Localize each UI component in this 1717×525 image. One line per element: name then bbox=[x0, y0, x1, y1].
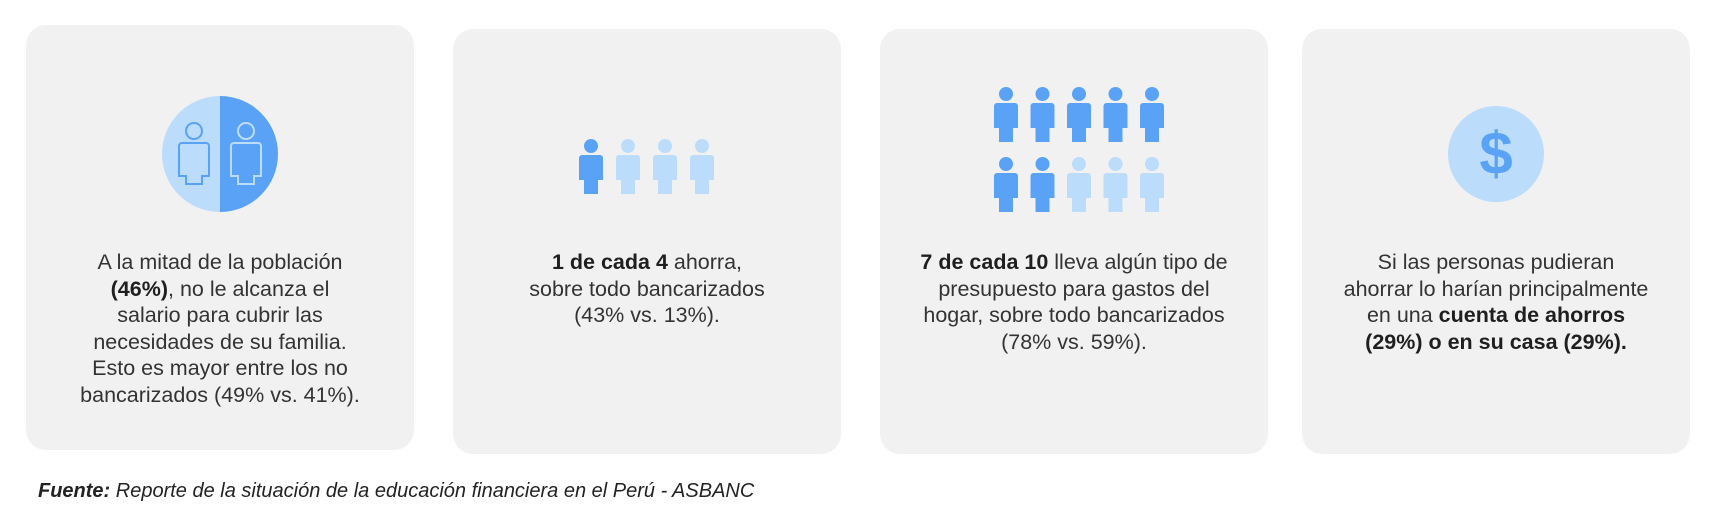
card-text-line: ahorrar lo harían principalmente bbox=[1302, 276, 1690, 303]
person-icon bbox=[616, 139, 640, 194]
card-text-segment: ahorrar lo harían principalmente bbox=[1343, 276, 1649, 301]
dollar-coin-icon-wrap: $ bbox=[1302, 105, 1690, 203]
person-icon bbox=[1103, 157, 1128, 212]
half-population-icon-wrap bbox=[26, 95, 414, 213]
person-icon bbox=[690, 139, 714, 194]
card-3-text: 7 de cada 10 lleva algún tipo de presupue… bbox=[880, 249, 1268, 355]
card-text-line: (46%), no le alcanza el bbox=[26, 276, 414, 303]
card-text-bold: (46%) bbox=[110, 276, 168, 301]
card-text-line: hogar, sobre todo bancarizados bbox=[880, 302, 1268, 329]
source-footer: Fuente: Reporte de la situación de la ed… bbox=[38, 480, 754, 503]
person-icon bbox=[1140, 87, 1164, 142]
card-text-line: Esto es mayor entre los no bbox=[26, 355, 414, 382]
card-text-segment: (43% vs. 13%). bbox=[574, 303, 720, 327]
person-icon bbox=[1103, 87, 1128, 142]
card-text-segment: (78% vs. 59%). bbox=[1001, 329, 1147, 354]
card-text-segment: sobre todo bancarizados bbox=[529, 276, 765, 301]
person-icon bbox=[994, 157, 1018, 212]
footer-label: Fuente: bbox=[38, 480, 111, 502]
card-text-line: (78% vs. 59%). bbox=[880, 329, 1268, 356]
person-icon bbox=[1030, 87, 1055, 142]
card-savings-preference: $ Si las personas pudieran ahorrar lo har… bbox=[1302, 29, 1690, 454]
card-text-bold: 1 de cada 4 bbox=[551, 250, 668, 274]
card-text-segment: en una bbox=[1366, 303, 1439, 327]
card-text-line: (29%) o en su casa (29%). bbox=[1302, 329, 1690, 356]
person-icon bbox=[994, 87, 1018, 142]
person-icon bbox=[653, 139, 677, 194]
half-population-icon bbox=[162, 96, 278, 212]
card-text-bold: cuenta de ahorros bbox=[1438, 303, 1626, 327]
svg-text:$: $ bbox=[1479, 120, 1512, 187]
card-text-line: 1 de cada 4 ahorra, bbox=[453, 249, 841, 276]
footer-text: Reporte de la situación de la educación … bbox=[110, 480, 755, 502]
card-text-line: en una cuenta de ahorros bbox=[1302, 302, 1690, 329]
people-7-of-10-icon bbox=[994, 87, 1164, 212]
card-text-segment: ahorra, bbox=[667, 250, 743, 274]
card-text-segment: lleva algún tipo de bbox=[1048, 250, 1228, 274]
card-text-line: sobre todo bancarizados bbox=[453, 276, 841, 303]
person-icon bbox=[1140, 157, 1164, 212]
card-text-segment: bancarizados (49% vs. 41%). bbox=[80, 382, 360, 407]
people-1-of-4-icon bbox=[579, 139, 714, 194]
card-text-line: 7 de cada 10 lleva algún tipo de bbox=[880, 249, 1268, 276]
card-1-text: A la mitad de la población (46%), no le a… bbox=[26, 249, 414, 408]
card-half-population: A la mitad de la población (46%), no le a… bbox=[26, 25, 414, 450]
card-text-segment: , no le alcanza el bbox=[168, 276, 330, 301]
card-text-segment: salario para cubrir las bbox=[117, 303, 323, 327]
card-text-line: bancarizados (49% vs. 41%). bbox=[26, 382, 414, 409]
card-text-segment: necesidades de su familia. bbox=[93, 329, 347, 354]
card-savers: 1 de cada 4 ahorra, sobre todo bancarizad… bbox=[453, 29, 841, 454]
card-text-line: presupuesto para gastos del bbox=[880, 276, 1268, 303]
people-1-of-4-icon-wrap bbox=[453, 137, 841, 201]
people-7-of-10-icon-wrap bbox=[880, 85, 1268, 219]
card-budget: 7 de cada 10 lleva algún tipo de presupue… bbox=[880, 29, 1268, 454]
card-text-line: necesidades de su familia. bbox=[26, 329, 414, 356]
card-text-bold: 7 de cada 10 bbox=[920, 250, 1049, 274]
person-icon bbox=[1030, 157, 1055, 212]
card-text-line: salario para cubrir las bbox=[26, 302, 414, 329]
person-icon bbox=[1067, 87, 1091, 142]
card-text-bold: (29%) o en su casa (29%). bbox=[1365, 329, 1627, 354]
card-text-segment: hogar, sobre todo bancarizados bbox=[923, 303, 1225, 327]
card-text-line: (43% vs. 13%). bbox=[453, 302, 841, 329]
card-text-line: A la mitad de la población bbox=[26, 249, 414, 276]
card-text-segment: A la mitad de la población bbox=[97, 250, 343, 274]
card-4-text: Si las personas pudieran ahorrar lo haría… bbox=[1302, 249, 1690, 355]
person-icon bbox=[1067, 157, 1091, 212]
card-text-segment: presupuesto para gastos del bbox=[938, 276, 1210, 301]
card-text-line: Si las personas pudieran bbox=[1302, 249, 1690, 276]
person-icon bbox=[579, 139, 603, 194]
dollar-coin-icon: $ bbox=[1448, 106, 1544, 202]
card-text-segment: Si las personas pudieran bbox=[1377, 250, 1615, 274]
card-2-text: 1 de cada 4 ahorra, sobre todo bancarizad… bbox=[453, 249, 841, 329]
card-text-segment: Esto es mayor entre los no bbox=[92, 356, 348, 380]
